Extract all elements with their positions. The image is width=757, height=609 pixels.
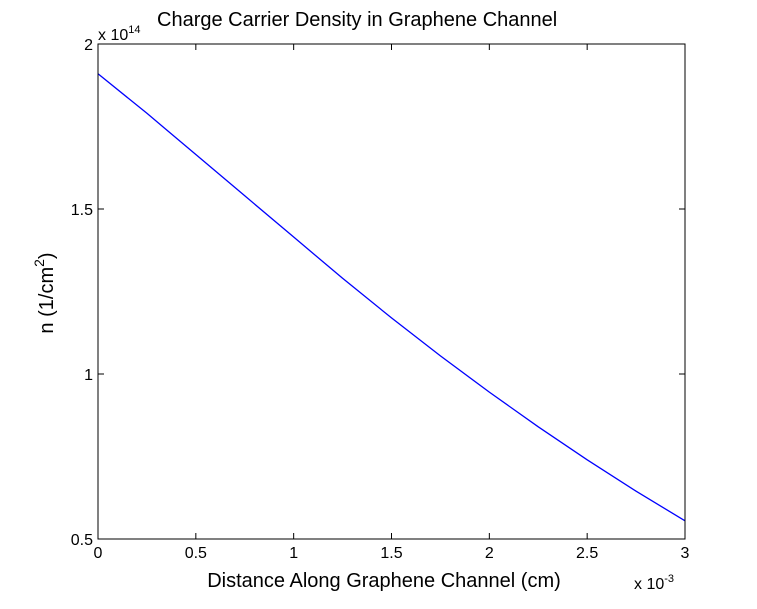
x-tick-label: 2.5 [576,545,598,562]
y-tick-labels: 0.5 1 1.5 2 [71,37,93,549]
x-exponent-power: -3 [664,573,674,585]
chart-title: Charge Carrier Density in Graphene Chann… [157,9,557,31]
y-label-main: n (1/cm [36,267,58,334]
series-layer [97,73,686,522]
series-line-charge-density [97,73,686,522]
y-label-superscript: 2 [31,259,47,267]
plot-frame [97,43,686,540]
x-tick-label: 3 [681,545,690,562]
plot-area [98,44,685,539]
x-axis-label: Distance Along Graphene Channel (cm) [207,570,561,592]
x-tick-label: 0.5 [185,545,207,562]
x-tick-labels: 0 0.5 1 1.5 2 2.5 3 [94,545,690,562]
y-axis-exponent: x 1014 [98,24,141,44]
y-tick-label: 0.5 [71,532,93,549]
y-tick-label: 1 [84,367,93,384]
x-tick-label: 1 [289,545,298,562]
x-tick-label: 1.5 [380,545,402,562]
x-tick-label: 0 [94,545,103,562]
y-label-close: ) [36,252,58,259]
x-exponent-base: x 10 [634,576,664,593]
y-tick-label: 2 [84,37,93,54]
y-tick-label: 1.5 [71,202,93,219]
x-axis-exponent: x 10-3 [634,573,674,593]
y-exponent-base: x 10 [98,27,128,44]
y-axis-label: n (1/cm2) [31,252,58,333]
x-tick-label: 2 [485,545,494,562]
y-exponent-power: 14 [128,24,140,36]
